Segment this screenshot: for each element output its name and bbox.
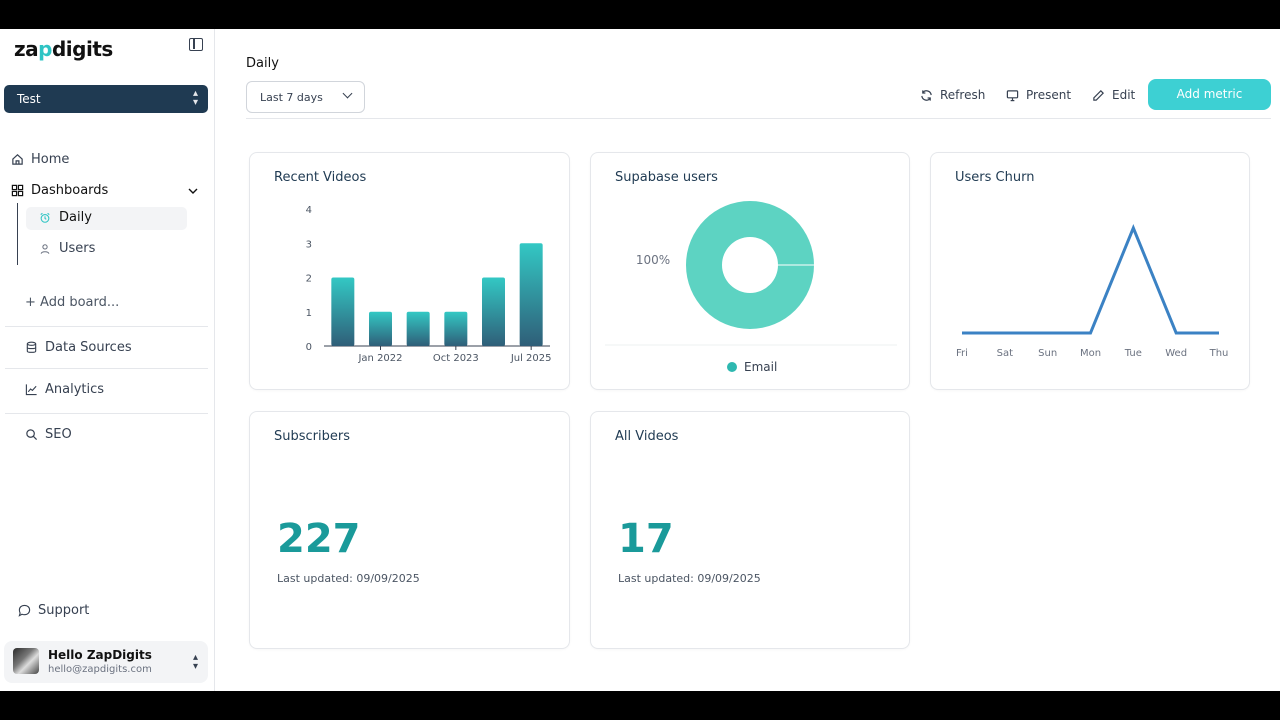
y-tick-label: 0 bbox=[306, 342, 312, 353]
x-tick-label: Jan 2022 bbox=[357, 353, 402, 364]
chat-bubble-icon bbox=[18, 604, 31, 617]
x-tick-label: Mon bbox=[1080, 348, 1101, 359]
bar bbox=[444, 311, 468, 346]
home-icon bbox=[12, 154, 23, 165]
x-tick-label: Tue bbox=[1124, 348, 1142, 359]
chevron-updown-icon: ▴ ▾ bbox=[192, 88, 198, 108]
bar bbox=[406, 311, 430, 346]
search-icon bbox=[26, 429, 38, 441]
x-tick-label: Wed bbox=[1165, 348, 1187, 359]
line-chart: Fri Sat Sun Mon Tue Wed Thu bbox=[956, 224, 1229, 359]
sidebar-item-data-sources[interactable]: Data Sources bbox=[25, 340, 132, 355]
card-title: Recent Videos bbox=[274, 170, 367, 185]
sidebar-item-seo[interactable]: SEO bbox=[25, 427, 72, 442]
x-tick-label: Thu bbox=[1209, 348, 1229, 359]
database-icon bbox=[26, 341, 37, 353]
last-updated: Last updated: 09/09/2025 bbox=[277, 572, 420, 585]
y-tick-label: 4 bbox=[306, 205, 312, 216]
team-selector[interactable]: Test ▴ ▾ bbox=[4, 85, 208, 113]
avatar bbox=[13, 648, 39, 674]
pie-slice bbox=[686, 201, 814, 329]
slice-label: 100% bbox=[636, 253, 670, 267]
card-all-videos[interactable]: All Videos 17 Last updated: 09/09/2025 bbox=[590, 411, 910, 649]
card-title: Users Churn bbox=[955, 170, 1035, 185]
dashboard-grid-icon bbox=[11, 184, 24, 197]
x-tick-label: Fri bbox=[956, 348, 968, 359]
pencil-icon bbox=[1093, 89, 1104, 101]
card-title: Subscribers bbox=[274, 429, 350, 444]
main-content: Daily Last 7 days Refresh Present Edit A… bbox=[216, 29, 1280, 691]
card-recent-videos[interactable]: Recent Videos 0 1 2 3 4 Jan 2022 Oct 2023 Jul 2… bbox=[249, 152, 570, 390]
team-name: Test bbox=[17, 92, 41, 106]
sidebar: zapdigits Test ▴ ▾ Home Dashboards Daily … bbox=[0, 29, 215, 691]
refresh-button[interactable]: Refresh bbox=[920, 88, 985, 102]
sidebar-item-users[interactable]: Users bbox=[39, 241, 95, 256]
sidebar-item-home[interactable]: Home bbox=[11, 152, 69, 167]
card-title: All Videos bbox=[615, 429, 679, 444]
date-range-select[interactable]: Last 7 days bbox=[246, 81, 365, 113]
x-tick-label: Oct 2023 bbox=[433, 353, 479, 364]
bar bbox=[331, 277, 355, 346]
x-tick-label: Sat bbox=[997, 348, 1013, 359]
bar bbox=[482, 277, 505, 346]
active-item-highlight bbox=[26, 207, 187, 230]
card-subscribers[interactable]: Subscribers 227 Last updated: 09/09/2025 bbox=[249, 411, 570, 649]
edit-button[interactable]: Edit bbox=[1092, 88, 1135, 102]
legend-label: Email bbox=[744, 360, 777, 374]
monitor-icon bbox=[1006, 89, 1019, 101]
refresh-icon bbox=[921, 89, 932, 101]
header-divider bbox=[246, 118, 1271, 119]
app-window: zapdigits Test ▴ ▾ Home Dashboards Daily … bbox=[0, 29, 1280, 691]
sidebar-toggle-icon[interactable] bbox=[189, 38, 203, 51]
card-users-churn[interactable]: Users Churn Fri Sat Sun Mon Tue Wed Thu bbox=[930, 152, 1250, 390]
metric-value: 227 bbox=[277, 516, 361, 562]
add-metric-button[interactable]: Add metric bbox=[1148, 79, 1271, 110]
sidebar-divider bbox=[5, 413, 208, 414]
sidebar-item-analytics[interactable]: Analytics bbox=[25, 382, 104, 397]
user-name: Hello ZapDigits bbox=[48, 648, 152, 662]
y-tick-label: 1 bbox=[306, 308, 312, 319]
y-tick-label: 3 bbox=[306, 239, 312, 250]
present-button[interactable]: Present bbox=[1006, 88, 1071, 102]
line-chart-icon bbox=[25, 384, 37, 396]
donut-chart: 100% Email bbox=[605, 201, 897, 374]
add-board-button[interactable]: + Add board... bbox=[25, 295, 120, 310]
y-tick-label: 2 bbox=[306, 274, 312, 285]
user-menu[interactable]: Hello ZapDigits hello@zapdigits.com ▴ ▾ bbox=[4, 641, 208, 683]
bar-chart: 0 1 2 3 4 Jan 2022 Oct 2023 Jul 2025 bbox=[306, 205, 552, 364]
user-email: hello@zapdigits.com bbox=[48, 664, 152, 675]
x-tick-label: Jul 2025 bbox=[510, 353, 552, 364]
bar bbox=[369, 311, 392, 346]
nav-tree-line bbox=[17, 203, 18, 265]
chevron-down-icon[interactable] bbox=[188, 187, 198, 195]
logo[interactable]: zapdigits bbox=[14, 37, 113, 61]
sidebar-divider bbox=[5, 326, 208, 327]
sidebar-divider bbox=[5, 368, 208, 369]
series-line bbox=[962, 224, 1219, 335]
sidebar-item-dashboards[interactable]: Dashboards bbox=[11, 183, 108, 198]
chevron-down-icon bbox=[342, 88, 353, 99]
card-title: Supabase users bbox=[615, 170, 718, 185]
card-supabase-users[interactable]: Supabase users 100% Email bbox=[590, 152, 910, 390]
x-tick-label: Sun bbox=[1038, 348, 1057, 359]
bar bbox=[519, 243, 543, 346]
metric-value: 17 bbox=[618, 516, 674, 562]
last-updated: Last updated: 09/09/2025 bbox=[618, 572, 761, 585]
alarm-clock-icon bbox=[40, 212, 50, 223]
sidebar-item-daily[interactable]: Daily bbox=[39, 210, 92, 225]
legend-swatch bbox=[727, 362, 737, 372]
sidebar-item-support[interactable]: Support bbox=[18, 603, 89, 618]
page-title: Daily bbox=[246, 56, 279, 71]
user-icon bbox=[40, 243, 50, 254]
chevron-updown-icon: ▴ ▾ bbox=[192, 652, 198, 672]
